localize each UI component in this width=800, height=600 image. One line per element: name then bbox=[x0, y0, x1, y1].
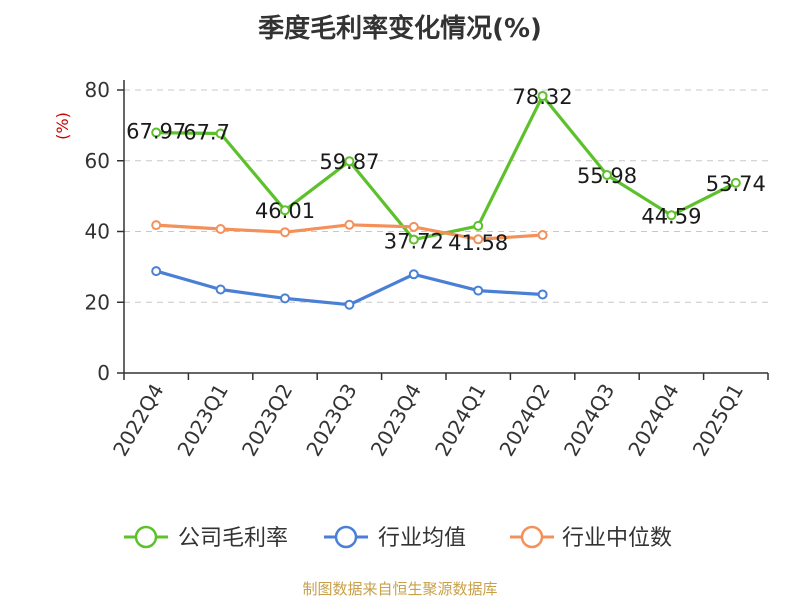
data-label-2025Q1: 53.74 bbox=[706, 172, 766, 196]
x-tick-label-2024Q4: 2024Q4 bbox=[623, 380, 683, 461]
legend-label-0: 公司毛利率 bbox=[178, 526, 288, 551]
data-label-2023Q1: 67.7 bbox=[183, 121, 230, 145]
series-2-point-2023Q4 bbox=[408, 221, 419, 232]
data-label-2022Q4: 67.97 bbox=[126, 120, 186, 144]
data-label-2024Q1: 41.58 bbox=[448, 231, 508, 255]
series-0-point-2023Q2 bbox=[280, 205, 290, 216]
x-tick-label-2024Q3: 2024Q3 bbox=[559, 380, 619, 461]
series-1-point-2024Q2 bbox=[537, 289, 548, 300]
data-label-2023Q2: 46.01 bbox=[255, 199, 315, 223]
y-tick-label-40: 40 bbox=[85, 220, 110, 244]
legend-marker-0 bbox=[134, 525, 158, 549]
y-tick-label-0: 0 bbox=[97, 361, 110, 385]
data-label-2023Q4: 37.72 bbox=[384, 230, 444, 254]
x-tick-label-2023Q3: 2023Q3 bbox=[301, 380, 361, 461]
data-label-2024Q3: 55.98 bbox=[577, 164, 637, 188]
x-tick-label-2024Q1: 2024Q1 bbox=[430, 380, 490, 461]
legend-label-2: 行业中位数 bbox=[562, 526, 672, 551]
series-1-point-2024Q1 bbox=[473, 285, 484, 296]
series-1-point-2022Q4 bbox=[151, 266, 162, 277]
x-tick-label-2023Q2: 2023Q2 bbox=[237, 380, 297, 461]
series-2-point-2024Q1 bbox=[473, 234, 484, 245]
x-tick-label-2023Q1: 2023Q1 bbox=[172, 380, 232, 461]
series-0-point-2024Q4 bbox=[666, 210, 677, 221]
x-tick-label-2025Q1: 2025Q1 bbox=[688, 380, 748, 461]
chart-title: 季度毛利率变化情况(%) bbox=[258, 14, 542, 44]
series-1-point-2023Q3 bbox=[344, 299, 355, 310]
series-0-point-2022Q4 bbox=[151, 127, 162, 138]
x-tick-label-2024Q2: 2024Q2 bbox=[494, 380, 554, 461]
series-2-point-2023Q2 bbox=[280, 227, 290, 238]
data-label-2024Q2: 78.32 bbox=[513, 85, 573, 109]
series-line-1 bbox=[155, 269, 543, 307]
series-0-point-2023Q3 bbox=[344, 156, 355, 167]
series-1-point-2023Q4 bbox=[408, 269, 419, 280]
series-1-point-2023Q2 bbox=[280, 293, 290, 304]
x-tick-label-2023Q4: 2023Q4 bbox=[366, 380, 426, 461]
x-tick-label-2022Q4: 2022Q4 bbox=[108, 380, 168, 461]
footer-source: 制图数据来自恒生聚源数据库 bbox=[302, 580, 498, 598]
y-tick-label-80: 80 bbox=[85, 78, 110, 102]
series-0-point-2023Q1 bbox=[215, 128, 226, 139]
series-0-point-2024Q1 bbox=[473, 220, 484, 231]
legend: 公司毛利率 行业均值 行业中位数 bbox=[124, 525, 672, 551]
series-0-point-2025Q1 bbox=[730, 177, 741, 188]
data-label-2024Q4: 44.59 bbox=[641, 204, 701, 228]
series-1-point-2023Q1 bbox=[215, 284, 226, 295]
legend-marker-1 bbox=[334, 525, 358, 549]
series-layer bbox=[151, 90, 741, 310]
series-2-point-2023Q3 bbox=[344, 219, 355, 230]
y-tick-label-60: 60 bbox=[85, 149, 110, 173]
y-axis-label: (%) bbox=[53, 112, 72, 140]
legend-marker-2 bbox=[520, 525, 544, 549]
series-0-point-2024Q2 bbox=[537, 90, 548, 101]
series-2-point-2024Q2 bbox=[537, 230, 548, 241]
data-label-2023Q3: 59.87 bbox=[319, 150, 379, 174]
series-0-point-2023Q4 bbox=[408, 234, 419, 245]
y-tick-label-20: 20 bbox=[85, 290, 110, 314]
series-0-point-2024Q3 bbox=[602, 169, 612, 180]
series-2-point-2023Q1 bbox=[215, 224, 226, 235]
series-2-point-2022Q4 bbox=[151, 220, 162, 231]
legend-label-1: 行业均值 bbox=[378, 526, 466, 551]
